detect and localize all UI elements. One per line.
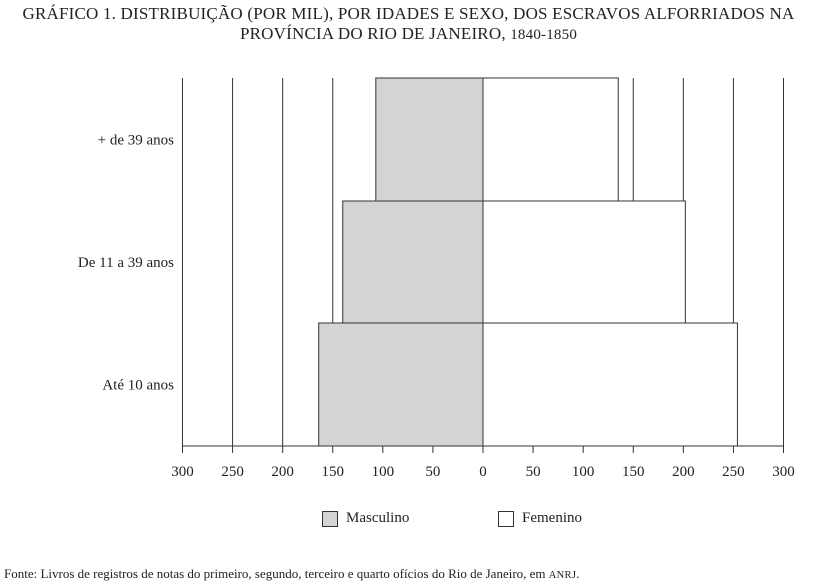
legend-label-masculino: Masculino (346, 510, 410, 526)
chart-title: GRÁFICO 1. DISTRIBUIÇÃO (POR MIL), POR I… (0, 4, 817, 45)
bar-masculino (342, 200, 484, 324)
x-tick-label: 150 (622, 464, 645, 480)
legend-swatch-femenino (498, 510, 514, 527)
bar-masculino (318, 322, 484, 447)
bar-masculino (375, 77, 484, 202)
x-tick-label: 200 (672, 464, 695, 480)
legend-label-femenino: Femenino (522, 510, 582, 526)
category-label: + de 39 anos (98, 133, 175, 149)
x-tick-label: 300 (772, 464, 795, 480)
source-note: Fonte: Livros de registros de notas do p… (4, 566, 580, 582)
title-line-2: PROVÍNCIA DO RIO DE JANEIRO, 1840-1850 (0, 24, 817, 45)
legend-swatch-masculino (322, 510, 338, 527)
category-labels: Até 10 anos De 11 a 39 anos + de 39 anos (78, 133, 174, 394)
x-tick-label: 0 (479, 464, 487, 480)
bar-femenino (482, 77, 619, 202)
title-line-2-main: PROVÍNCIA DO RIO DE JANEIRO, (239, 24, 511, 43)
x-tick-label: 300 (171, 464, 194, 480)
x-tick-label: 250 (221, 464, 244, 480)
x-tick-label: 150 (321, 464, 344, 480)
category-label: Até 10 anos (102, 378, 174, 394)
x-tick-label: 100 (572, 464, 595, 480)
source-text: Fonte: Livros de registros de notas do p… (4, 566, 549, 581)
x-tick-label: 200 (271, 464, 294, 480)
pyramid-chart: 300 250 200 150 100 50 0 50 100 150 200 250 300 Até … (78, 77, 795, 480)
x-tick-label: 50 (425, 464, 440, 480)
title-line-1: GRÁFICO 1. DISTRIBUIÇÃO (POR MIL), POR I… (22, 4, 795, 23)
legend-item-masculino: Masculino (322, 510, 409, 527)
bar-femenino (482, 322, 738, 447)
legend: Masculino Femenino (0, 510, 817, 534)
source-end: . (576, 566, 580, 581)
x-tick-label: 50 (526, 464, 541, 480)
bar-femenino (482, 200, 686, 324)
source-abbr: ANRJ (548, 570, 577, 581)
x-axis: 300 250 200 150 100 50 0 50 100 150 200 250 300 (171, 78, 795, 480)
category-label: De 11 a 39 anos (78, 255, 174, 271)
bars (318, 77, 738, 447)
legend-item-femenino: Femenino (498, 510, 582, 527)
x-tick-label: 100 (372, 464, 395, 480)
title-years: 1840-1850 (510, 27, 578, 43)
x-tick-label: 250 (722, 464, 745, 480)
